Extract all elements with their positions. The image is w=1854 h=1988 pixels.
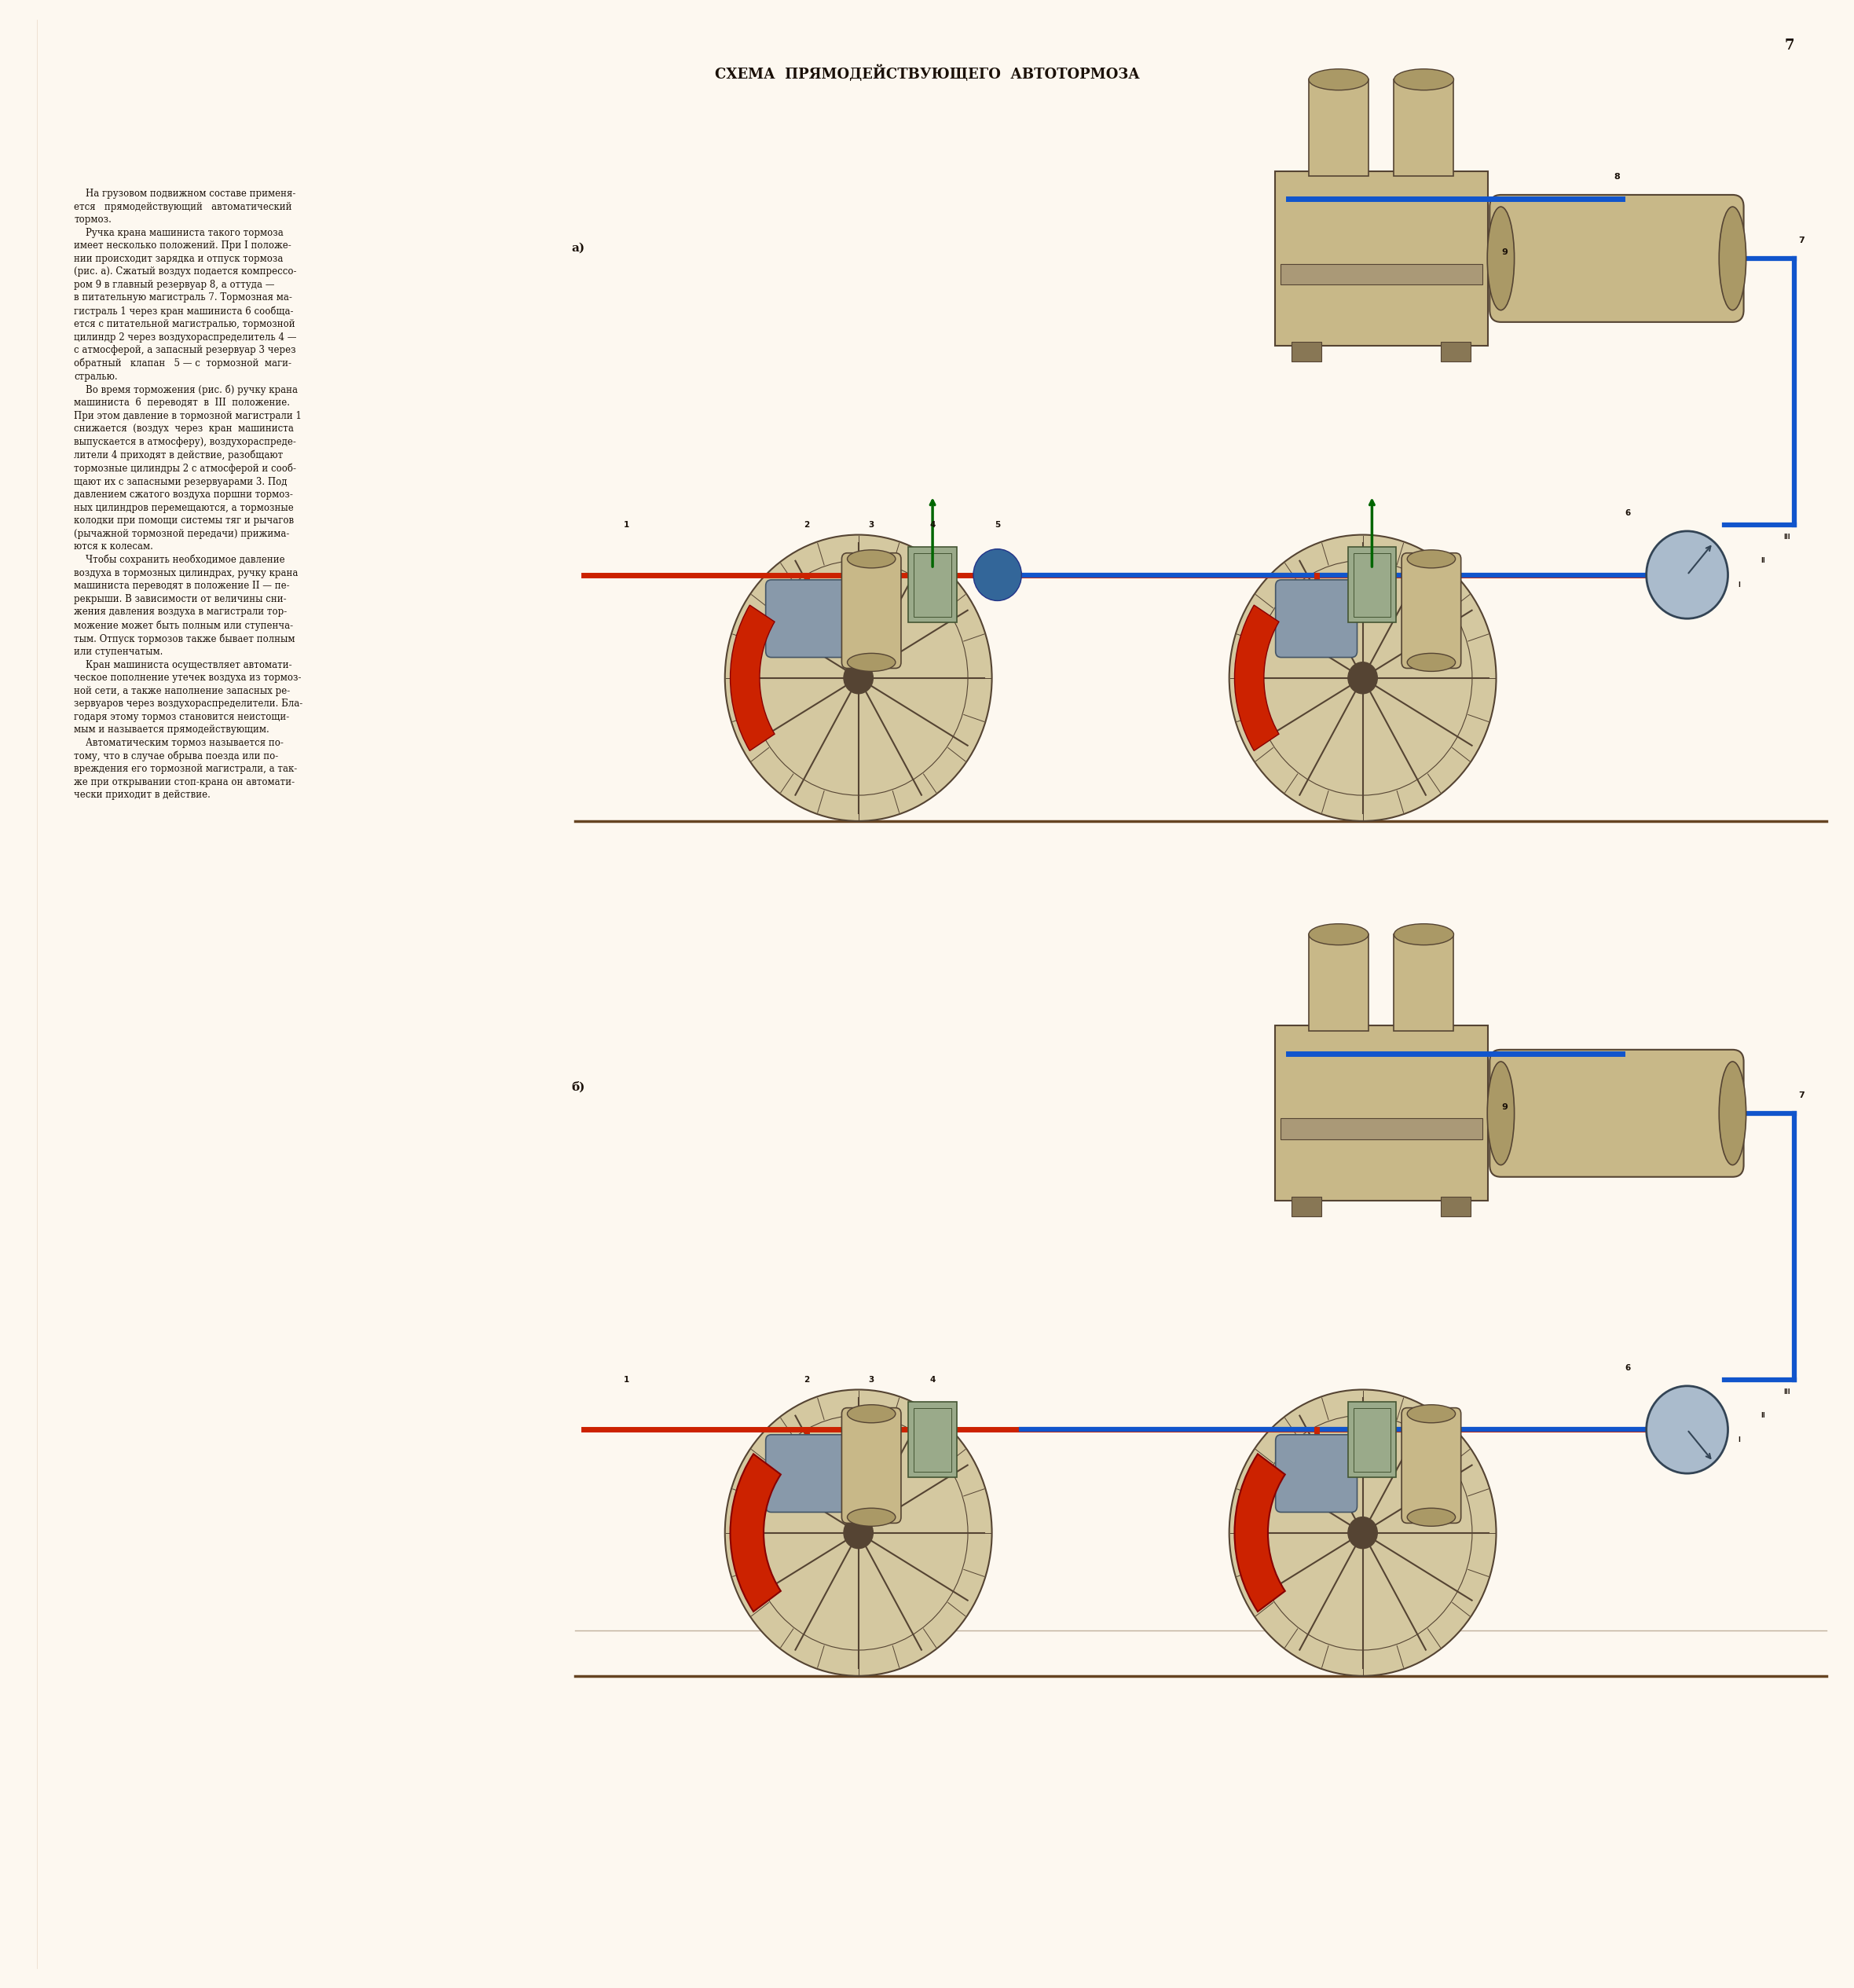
Ellipse shape — [847, 1406, 895, 1423]
Circle shape — [725, 535, 992, 821]
Bar — [1441, 1197, 1470, 1217]
Ellipse shape — [1309, 924, 1368, 944]
Text: I: I — [1737, 580, 1741, 588]
Text: 8: 8 — [1613, 173, 1620, 181]
Bar — [1394, 80, 1454, 175]
Circle shape — [725, 1390, 992, 1676]
Bar — [914, 553, 951, 616]
FancyBboxPatch shape — [1402, 553, 1461, 668]
FancyBboxPatch shape — [842, 1408, 901, 1523]
Text: 1: 1 — [623, 1376, 630, 1384]
Bar — [1353, 553, 1390, 616]
FancyBboxPatch shape — [1491, 195, 1743, 322]
Text: 5: 5 — [994, 521, 1001, 529]
Text: I: I — [1737, 1435, 1741, 1443]
Wedge shape — [730, 604, 775, 751]
Ellipse shape — [1394, 70, 1454, 89]
Ellipse shape — [1407, 1406, 1455, 1423]
Ellipse shape — [1394, 924, 1454, 944]
Bar — [1441, 342, 1470, 362]
Ellipse shape — [1719, 1062, 1746, 1165]
FancyBboxPatch shape — [766, 580, 847, 658]
Bar — [1348, 547, 1396, 622]
Bar — [1279, 1119, 1483, 1139]
Bar — [1276, 171, 1487, 346]
Text: 4: 4 — [929, 1376, 936, 1384]
Bar — [1353, 1408, 1390, 1471]
Text: б): б) — [571, 1081, 584, 1093]
Bar — [1309, 80, 1368, 175]
Text: II: II — [1761, 1411, 1765, 1419]
Circle shape — [844, 1517, 873, 1549]
Circle shape — [1646, 531, 1728, 618]
Bar — [1292, 1197, 1322, 1217]
Ellipse shape — [1719, 207, 1746, 310]
Bar — [1279, 264, 1483, 284]
Circle shape — [1229, 1390, 1496, 1676]
Text: 6: 6 — [1624, 509, 1632, 517]
Bar — [1348, 1402, 1396, 1477]
Text: 2: 2 — [803, 521, 810, 529]
Text: 7: 7 — [1784, 38, 1795, 54]
Ellipse shape — [847, 654, 895, 672]
Text: 6: 6 — [1624, 1364, 1632, 1372]
Wedge shape — [1235, 604, 1279, 751]
Circle shape — [1229, 535, 1496, 821]
Wedge shape — [730, 1453, 781, 1612]
Text: 1: 1 — [623, 521, 630, 529]
Bar — [1292, 342, 1322, 362]
Text: СХЕМА  ПРЯМОДЕЙСТВУЮЩЕГО  АВТОТОРМОЗА: СХЕМА ПРЯМОДЕЙСТВУЮЩЕГО АВТОТОРМОЗА — [714, 66, 1140, 82]
Bar — [1394, 934, 1454, 1030]
Bar — [1276, 1026, 1487, 1201]
FancyBboxPatch shape — [1491, 1050, 1743, 1177]
Text: 9: 9 — [1502, 1103, 1507, 1111]
Circle shape — [1646, 1386, 1728, 1473]
Ellipse shape — [1487, 207, 1515, 310]
Text: 3: 3 — [868, 1376, 875, 1384]
FancyBboxPatch shape — [842, 553, 901, 668]
Circle shape — [973, 549, 1022, 600]
Wedge shape — [1235, 1453, 1285, 1612]
Text: 4: 4 — [929, 521, 936, 529]
Bar — [914, 1408, 951, 1471]
Text: III: III — [1784, 1388, 1791, 1396]
FancyBboxPatch shape — [1402, 1408, 1461, 1523]
Ellipse shape — [1407, 654, 1455, 672]
Circle shape — [1348, 662, 1378, 694]
Bar — [908, 1402, 957, 1477]
Circle shape — [844, 662, 873, 694]
Ellipse shape — [1407, 1509, 1455, 1527]
Text: На грузовом подвижном составе применя-
ется   прямодействующий   автоматический
: На грузовом подвижном составе применя- е… — [74, 189, 302, 801]
Text: 7: 7 — [1798, 237, 1804, 245]
Ellipse shape — [1407, 551, 1455, 569]
Ellipse shape — [1487, 1062, 1515, 1165]
FancyBboxPatch shape — [1276, 580, 1357, 658]
Text: III: III — [1784, 533, 1791, 541]
FancyBboxPatch shape — [766, 1435, 847, 1513]
Circle shape — [1348, 1517, 1378, 1549]
Text: 7: 7 — [1798, 1091, 1804, 1099]
Ellipse shape — [847, 551, 895, 569]
Bar — [1309, 934, 1368, 1030]
FancyBboxPatch shape — [1276, 1435, 1357, 1513]
Text: 3: 3 — [868, 521, 875, 529]
Ellipse shape — [1309, 70, 1368, 89]
Text: II: II — [1761, 557, 1765, 565]
Bar — [908, 547, 957, 622]
Text: а): а) — [571, 243, 584, 254]
Text: 9: 9 — [1502, 248, 1507, 256]
Text: 2: 2 — [803, 1376, 810, 1384]
Ellipse shape — [847, 1509, 895, 1527]
